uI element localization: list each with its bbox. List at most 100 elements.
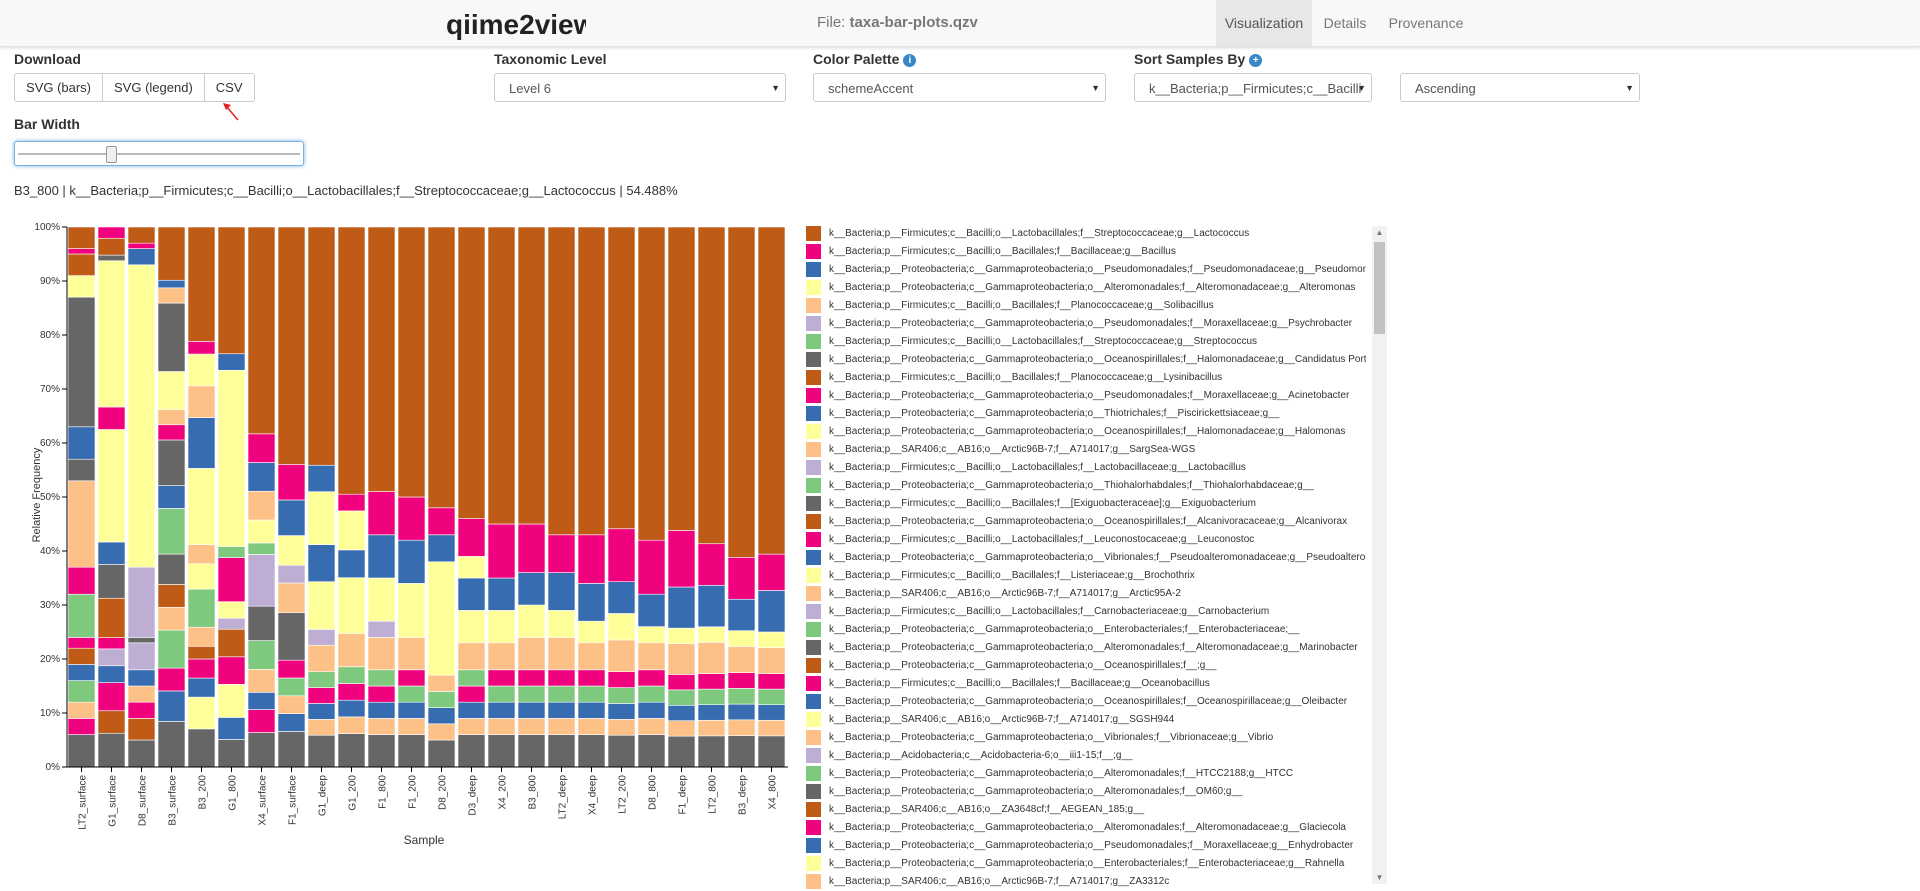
sample-bar[interactable] <box>277 226 306 768</box>
bar-segment[interactable] <box>247 519 276 544</box>
bar-segment[interactable] <box>97 665 126 683</box>
bar-segment[interactable] <box>337 226 366 495</box>
bar-segment[interactable] <box>397 539 426 584</box>
bar-segment[interactable] <box>667 226 696 531</box>
bar-segment[interactable] <box>67 426 96 460</box>
sample-bar[interactable] <box>607 226 636 768</box>
bar-segment[interactable] <box>427 226 456 509</box>
bar-segment[interactable] <box>667 627 696 644</box>
bar-segment[interactable] <box>337 666 366 684</box>
sample-bar[interactable] <box>427 226 456 768</box>
bar-segment[interactable] <box>127 718 156 741</box>
bar-segment[interactable] <box>187 385 216 418</box>
bar-segment[interactable] <box>637 626 666 644</box>
bar-segment[interactable] <box>757 688 786 705</box>
sample-bar[interactable] <box>397 226 426 768</box>
bar-segment[interactable] <box>487 669 516 687</box>
bar-segment[interactable] <box>157 485 186 509</box>
bar-segment[interactable] <box>487 734 516 768</box>
bar-segment[interactable] <box>367 701 396 719</box>
bar-segment[interactable] <box>247 554 276 607</box>
bar-segment[interactable] <box>127 739 156 768</box>
bar-segment[interactable] <box>637 642 666 671</box>
bar-segment[interactable] <box>157 667 186 692</box>
bar-segment[interactable] <box>247 490 276 521</box>
bar-segment[interactable] <box>247 605 276 641</box>
bar-segment[interactable] <box>127 242 156 249</box>
bar-segment[interactable] <box>487 226 516 525</box>
bar-segment[interactable] <box>577 718 606 735</box>
bar-segment[interactable] <box>217 546 246 558</box>
bar-segment[interactable] <box>307 581 336 630</box>
bar-segment[interactable] <box>517 701 546 719</box>
bar-segment[interactable] <box>277 226 306 465</box>
sample-bar[interactable] <box>307 226 336 768</box>
bar-segment[interactable] <box>367 685 396 703</box>
bar-segment[interactable] <box>577 685 606 703</box>
bar-segment[interactable] <box>127 642 156 671</box>
bar-segment[interactable] <box>97 406 126 430</box>
scroll-down-icon[interactable]: ▼ <box>1375 873 1384 882</box>
bar-segment[interactable] <box>577 620 606 644</box>
bar-segment[interactable] <box>397 496 426 541</box>
bar-segment[interactable] <box>697 543 726 586</box>
bar-segment[interactable] <box>307 464 336 493</box>
bar-segment[interactable] <box>67 701 96 719</box>
bar-segment[interactable] <box>157 606 186 631</box>
bar-segment[interactable] <box>277 677 306 697</box>
bar-segment[interactable] <box>727 226 756 558</box>
bar-segment[interactable] <box>697 704 726 721</box>
sample-bar[interactable] <box>187 226 216 768</box>
bar-segment[interactable] <box>487 610 516 644</box>
bar-segment[interactable] <box>337 716 366 734</box>
bar-segment[interactable] <box>757 590 786 633</box>
bar-segment[interactable] <box>67 458 96 482</box>
bar-segment[interactable] <box>517 572 546 606</box>
bar-segment[interactable] <box>247 433 276 463</box>
bar-segment[interactable] <box>697 719 726 737</box>
bar-segment[interactable] <box>97 710 126 734</box>
bar-segment[interactable] <box>307 703 336 720</box>
bar-segment[interactable] <box>547 685 576 703</box>
bar-segment[interactable] <box>637 718 666 735</box>
bar-segment[interactable] <box>607 581 636 614</box>
tab-visualization[interactable]: Visualization <box>1216 0 1312 46</box>
bar-segment[interactable] <box>247 709 276 733</box>
bar-segment[interactable] <box>337 733 366 768</box>
bar-segment[interactable] <box>517 734 546 768</box>
bar-segment[interactable] <box>67 248 96 255</box>
bar-segment[interactable] <box>157 553 186 585</box>
bar-segment[interactable] <box>157 371 186 410</box>
bar-segment[interactable] <box>427 507 456 536</box>
bar-segment[interactable] <box>487 523 516 579</box>
bar-segment[interactable] <box>637 593 666 627</box>
bar-segment[interactable] <box>607 719 636 736</box>
bar-segment[interactable] <box>307 687 336 704</box>
bar-segment[interactable] <box>757 673 786 690</box>
bar-segment[interactable] <box>667 674 696 691</box>
bar-width-slider[interactable] <box>14 141 304 166</box>
bar-segment[interactable] <box>487 642 516 671</box>
bar-segment[interactable] <box>187 645 216 660</box>
bar-segment[interactable] <box>97 564 126 599</box>
bar-segment[interactable] <box>187 226 216 342</box>
bar-segment[interactable] <box>217 739 246 768</box>
bar-segment[interactable] <box>457 734 486 768</box>
bar-segment[interactable] <box>547 226 576 536</box>
bar-segment[interactable] <box>457 685 486 703</box>
bar-segment[interactable] <box>637 669 666 687</box>
sample-bar[interactable] <box>517 226 546 768</box>
bar-segment[interactable] <box>457 669 486 687</box>
bar-segment[interactable] <box>517 669 546 687</box>
tab-details[interactable]: Details <box>1323 15 1367 31</box>
qiime2view-logo[interactable]: qiime2view <box>446 4 586 42</box>
bar-segment[interactable] <box>127 685 156 703</box>
bar-segment[interactable] <box>457 701 486 719</box>
bar-segment[interactable] <box>397 669 426 687</box>
bar-segment[interactable] <box>217 557 246 602</box>
bar-segment[interactable] <box>97 260 126 408</box>
bar-segment[interactable] <box>457 610 486 644</box>
scrollbar-thumb[interactable] <box>1374 242 1385 334</box>
bar-segment[interactable] <box>307 719 336 736</box>
bar-segment[interactable] <box>397 637 426 671</box>
